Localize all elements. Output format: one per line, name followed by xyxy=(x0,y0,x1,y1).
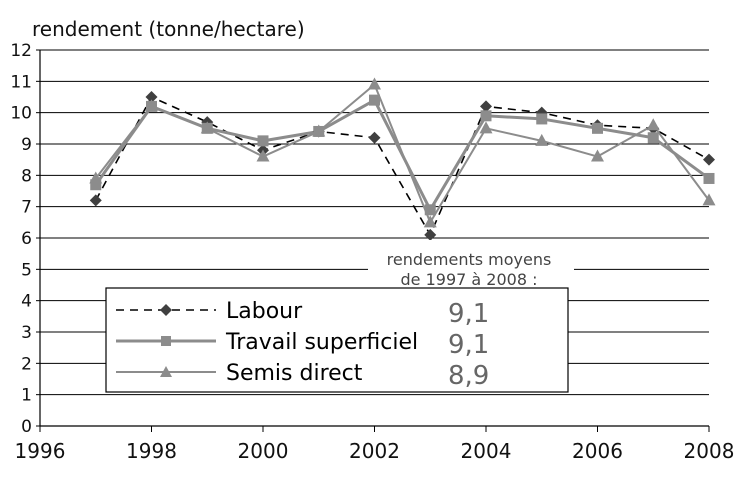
legend-average-semis-direct: 8,9 xyxy=(448,361,489,391)
annotation-line2: de 1997 à 2008 : xyxy=(401,270,538,289)
y-tick-label: 8 xyxy=(21,166,32,186)
x-tick-label: 2006 xyxy=(572,439,623,463)
data-point-semis-direct xyxy=(591,149,604,162)
legend-triangle-marker xyxy=(160,366,172,377)
data-point-semis-direct xyxy=(479,121,493,134)
data-point-travail-superficiel xyxy=(90,179,102,191)
legend-label-travail-superficiel: Travail superficiel xyxy=(225,330,418,355)
y-tick-label: 2 xyxy=(21,354,32,374)
series-line-labour xyxy=(95,96,710,236)
legend-entry-travail-superficiel: Travail superficiel 9,1 xyxy=(116,330,489,360)
data-point-semis-direct xyxy=(535,133,549,146)
data-point-semis-direct xyxy=(145,99,158,112)
x-tick-label: 1998 xyxy=(126,439,177,463)
series-line-semis-direct xyxy=(94,83,710,224)
data-point-labour xyxy=(703,153,715,166)
y-tick-label: 6 xyxy=(21,229,32,249)
series-lines xyxy=(94,83,710,236)
annotation-line1: rendements moyens xyxy=(387,250,552,269)
legend-entry-semis-direct: Semis direct 8,9 xyxy=(116,361,489,391)
data-point-travail-superficiel xyxy=(647,132,659,144)
data-point-travail-superficiel xyxy=(480,110,492,122)
y-tick-label: 1 xyxy=(21,386,32,406)
legend-average-labour: 9,1 xyxy=(448,299,489,329)
data-point-travail-superficiel xyxy=(257,135,269,147)
y-tick-label: 12 xyxy=(10,41,32,61)
data-point-travail-superficiel xyxy=(592,122,603,134)
data-point-labour xyxy=(368,131,381,144)
data-point-semis-direct xyxy=(423,215,437,228)
data-point-travail-superficiel xyxy=(369,94,380,106)
x-tick-label: 1996 xyxy=(15,439,66,463)
data-point-labour xyxy=(145,91,158,103)
data-point-semis-direct xyxy=(200,121,214,134)
data-point-semis-direct xyxy=(312,124,326,137)
data-point-labour xyxy=(89,194,102,207)
y-tick-label: 11 xyxy=(10,72,32,92)
data-point-labour xyxy=(424,228,437,241)
data-point-semis-direct xyxy=(89,171,103,184)
y-tick-label: 4 xyxy=(21,292,32,312)
data-point-semis-direct xyxy=(256,149,270,162)
y-axis-label: rendement (tonne/hectare) xyxy=(32,17,305,41)
y-tick-label: 7 xyxy=(21,198,32,218)
legend-square-marker xyxy=(161,336,171,346)
legend-entry-labour: Labour 9,1 xyxy=(116,299,489,329)
x-tick-label: 2004 xyxy=(461,439,512,463)
data-point-travail-superficiel xyxy=(703,172,715,184)
data-point-travail-superficiel xyxy=(424,204,436,216)
y-tick-label: 9 xyxy=(21,135,32,155)
legend: Labour 9,1 Travail superficiel 9,1 Semis… xyxy=(105,287,569,393)
data-point-travail-superficiel xyxy=(536,113,548,125)
y-tick-label: 3 xyxy=(21,323,32,343)
series-markers xyxy=(89,77,716,241)
x-tick-label: 2000 xyxy=(238,439,289,463)
y-tick-label: 5 xyxy=(21,260,32,280)
average-annotation: rendements moyens de 1997 à 2008 : xyxy=(368,240,574,292)
legend-average-travail-superficiel: 9,1 xyxy=(448,330,489,360)
x-tick-label: 2008 xyxy=(684,439,735,463)
legend-diamond-marker xyxy=(160,304,172,316)
legend-label-semis-direct: Semis direct xyxy=(226,361,363,386)
x-tick-label: 2002 xyxy=(349,439,400,463)
y-tick-label: 0 xyxy=(21,417,32,437)
legend-label-labour: Labour xyxy=(226,299,303,324)
data-point-labour xyxy=(480,100,492,113)
data-point-semis-direct xyxy=(368,77,381,90)
annotation-background xyxy=(368,240,574,292)
data-point-semis-direct xyxy=(646,118,660,131)
y-tick-label: 10 xyxy=(10,104,32,124)
data-point-semis-direct xyxy=(702,193,716,206)
axes xyxy=(36,49,710,432)
